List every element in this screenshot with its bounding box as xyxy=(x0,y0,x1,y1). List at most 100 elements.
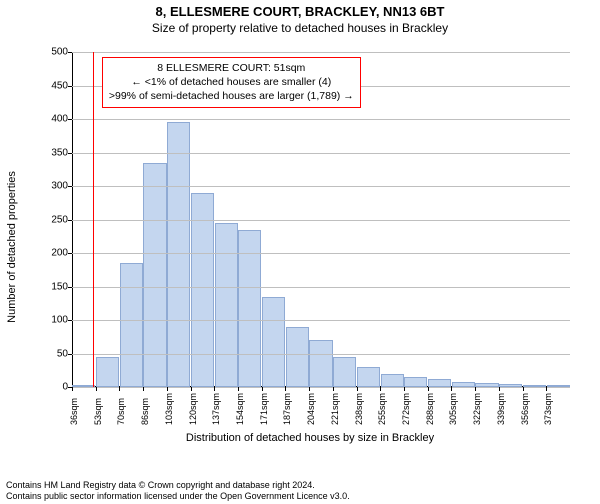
x-tick-label: 53sqm xyxy=(93,398,103,425)
gridline xyxy=(72,320,570,321)
x-tick-mark xyxy=(380,387,381,391)
annotation-line: ← <1% of detached houses are smaller (4) xyxy=(109,75,354,89)
histogram-bar xyxy=(357,367,380,387)
x-tick-label: 187sqm xyxy=(282,393,292,425)
x-tick-mark xyxy=(96,387,97,391)
y-tick-label: 500 xyxy=(51,47,68,58)
histogram-bar xyxy=(381,374,404,387)
chart-container: Number of detached properties 0501001502… xyxy=(40,52,580,442)
histogram-bar xyxy=(404,377,427,387)
y-tick-label: 400 xyxy=(51,114,68,125)
x-axis-label: Distribution of detached houses by size … xyxy=(186,432,434,444)
y-tick-mark xyxy=(68,287,72,288)
histogram-bar xyxy=(309,340,332,387)
gridline xyxy=(72,119,570,120)
x-tick-label: 204sqm xyxy=(306,393,316,425)
y-axis-label: Number of detached properties xyxy=(6,171,18,323)
y-tick-label: 450 xyxy=(51,80,68,91)
y-tick-mark xyxy=(68,354,72,355)
y-tick-label: 150 xyxy=(51,281,68,292)
x-tick-mark xyxy=(72,387,73,391)
gridline xyxy=(72,153,570,154)
plot-area: 05010015020025030035040045050036sqm53sqm… xyxy=(72,52,570,387)
y-tick-label: 250 xyxy=(51,214,68,225)
x-tick-mark xyxy=(357,387,358,391)
histogram-bar xyxy=(428,379,451,387)
x-tick-mark xyxy=(404,387,405,391)
histogram-bar xyxy=(286,327,309,387)
gridline xyxy=(72,253,570,254)
x-tick-label: 137sqm xyxy=(211,393,221,425)
histogram-bar xyxy=(333,357,356,387)
footer-line-2: Contains public sector information licen… xyxy=(6,491,350,502)
footer-line-1: Contains HM Land Registry data © Crown c… xyxy=(6,480,350,491)
gridline xyxy=(72,387,570,388)
y-tick-label: 200 xyxy=(51,248,68,259)
histogram-bar xyxy=(191,193,214,387)
x-tick-mark xyxy=(428,387,429,391)
annotation-line: >99% of semi-detached houses are larger … xyxy=(109,89,354,103)
footer-attribution: Contains HM Land Registry data © Crown c… xyxy=(6,480,350,503)
x-tick-mark xyxy=(214,387,215,391)
gridline xyxy=(72,287,570,288)
page-title: 8, ELLESMERE COURT, BRACKLEY, NN13 6BT xyxy=(0,4,600,19)
x-tick-label: 120sqm xyxy=(188,393,198,425)
x-tick-label: 255sqm xyxy=(377,393,387,425)
y-tick-label: 350 xyxy=(51,147,68,158)
x-tick-label: 288sqm xyxy=(425,393,435,425)
x-tick-mark xyxy=(451,387,452,391)
histogram-bar xyxy=(262,297,285,387)
x-tick-mark xyxy=(523,387,524,391)
x-tick-label: 103sqm xyxy=(164,393,174,425)
x-tick-label: 356sqm xyxy=(520,393,530,425)
y-tick-mark xyxy=(68,186,72,187)
y-tick-label: 300 xyxy=(51,181,68,192)
x-tick-label: 70sqm xyxy=(116,398,126,425)
x-tick-mark xyxy=(191,387,192,391)
x-tick-label: 373sqm xyxy=(543,393,553,425)
y-tick-label: 100 xyxy=(51,315,68,326)
y-tick-mark xyxy=(68,86,72,87)
gridline xyxy=(72,354,570,355)
y-tick-mark xyxy=(68,320,72,321)
x-tick-mark xyxy=(333,387,334,391)
x-tick-label: 339sqm xyxy=(496,393,506,425)
x-tick-label: 171sqm xyxy=(259,393,269,425)
x-tick-mark xyxy=(238,387,239,391)
histogram-bar xyxy=(167,122,190,387)
histogram-bar xyxy=(120,263,143,387)
y-tick-mark xyxy=(68,220,72,221)
x-tick-label: 221sqm xyxy=(330,393,340,425)
reference-marker-line xyxy=(93,52,95,387)
histogram-bar xyxy=(96,357,119,387)
x-tick-mark xyxy=(119,387,120,391)
y-tick-mark xyxy=(68,119,72,120)
y-tick-label: 50 xyxy=(57,348,68,359)
x-tick-mark xyxy=(499,387,500,391)
annotation-box: 8 ELLESMERE COURT: 51sqm← <1% of detache… xyxy=(102,57,361,108)
y-tick-mark xyxy=(68,52,72,53)
histogram-bar xyxy=(215,223,238,387)
gridline xyxy=(72,220,570,221)
x-tick-mark xyxy=(143,387,144,391)
x-tick-label: 322sqm xyxy=(472,393,482,425)
x-tick-mark xyxy=(309,387,310,391)
x-tick-label: 36sqm xyxy=(69,398,79,425)
gridline xyxy=(72,52,570,53)
x-tick-mark xyxy=(285,387,286,391)
x-tick-mark xyxy=(546,387,547,391)
y-tick-mark xyxy=(68,153,72,154)
x-tick-mark xyxy=(262,387,263,391)
x-tick-mark xyxy=(475,387,476,391)
x-tick-label: 305sqm xyxy=(448,393,458,425)
y-tick-label: 0 xyxy=(62,382,68,393)
x-tick-label: 154sqm xyxy=(235,393,245,425)
page-subtitle: Size of property relative to detached ho… xyxy=(0,21,600,35)
y-tick-mark xyxy=(68,253,72,254)
gridline xyxy=(72,186,570,187)
x-tick-label: 238sqm xyxy=(354,393,364,425)
x-tick-label: 272sqm xyxy=(401,393,411,425)
x-tick-mark xyxy=(167,387,168,391)
x-tick-label: 86sqm xyxy=(140,398,150,425)
annotation-line: 8 ELLESMERE COURT: 51sqm xyxy=(109,61,354,75)
